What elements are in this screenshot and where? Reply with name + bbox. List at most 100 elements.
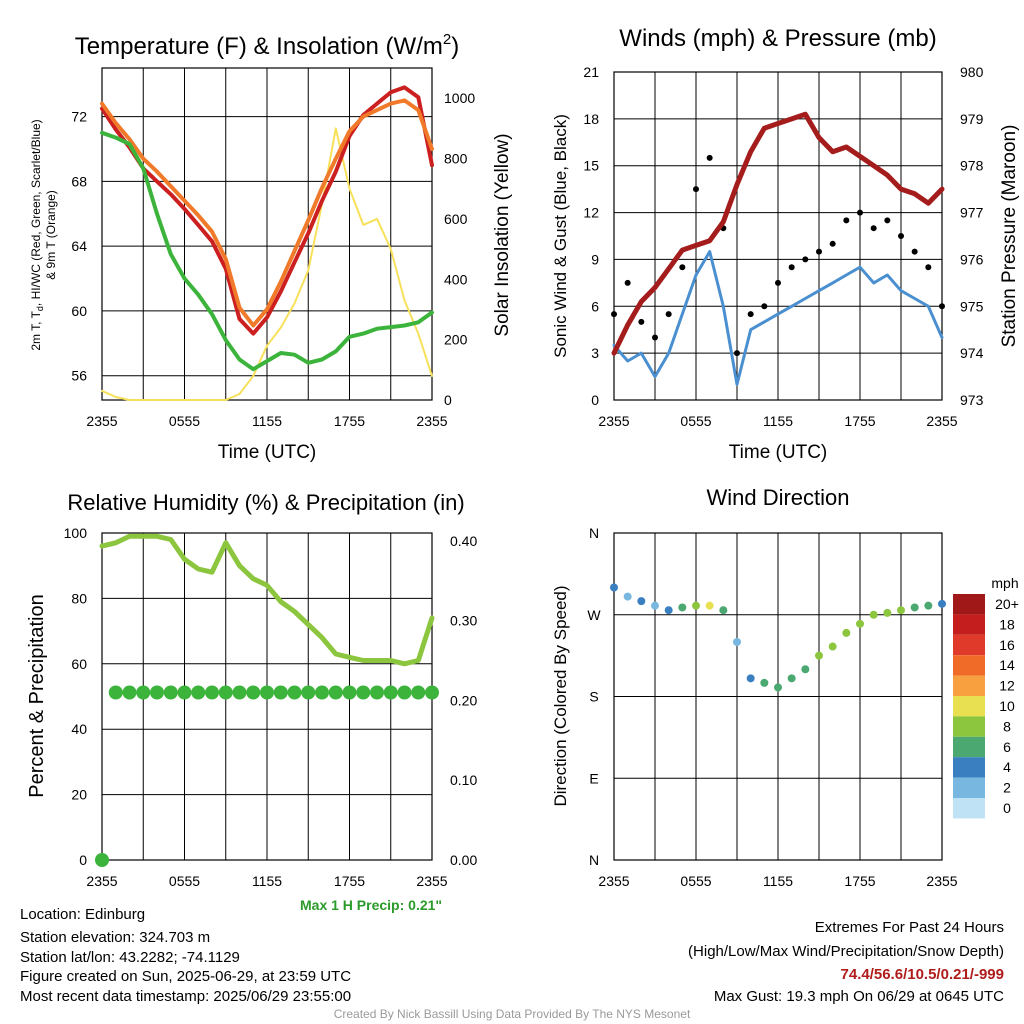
rh-x-tick-label: 1755	[334, 873, 365, 889]
precip-point	[191, 685, 206, 700]
rh-y-axis-label: Percent & Precipitation	[26, 594, 48, 797]
rh-x-tick-label: 1155	[252, 873, 282, 889]
gust-point	[734, 350, 740, 357]
temp_9m-series-line	[100, 98, 434, 328]
colorbar-label: 12	[999, 678, 1015, 694]
winds-chart-title: Winds (mph) & Pressure (mb)	[619, 25, 936, 52]
gust-point	[939, 303, 945, 310]
colorbar-swatch	[953, 736, 985, 758]
max-gust-text: Max Gust: 19.3 mph On 06/29 at 0645 UTC	[713, 988, 1004, 1005]
precip-point	[370, 685, 384, 700]
rh-y-tick-label: 0	[79, 852, 87, 868]
direction-x-tick-label: 1155	[763, 873, 793, 889]
direction-point	[924, 601, 933, 610]
gust-point	[775, 279, 781, 286]
precip-point	[425, 685, 439, 700]
gust-point	[843, 217, 850, 224]
colorbar-swatch	[953, 716, 985, 737]
gust-point	[761, 303, 768, 310]
precip-point	[150, 685, 164, 700]
direction-x-tick-label: 2355	[598, 873, 629, 889]
rh-x-tick-label: 2355	[86, 873, 117, 889]
temp-chart-title: Temperature (F) & Insolation (W/m2)	[75, 31, 459, 60]
temp-frame	[101, 67, 433, 401]
pressure-y-tick-label: 973	[960, 392, 984, 408]
temp-x-tick-label: 2355	[416, 413, 447, 429]
direction-y-axis-label: Direction (Colored By Speed)	[551, 585, 570, 806]
winds-x-axis-label: Time (UTC)	[729, 442, 828, 463]
precip-point	[411, 685, 426, 700]
gust-point	[611, 311, 617, 318]
rh-y-tick-label: 20	[71, 787, 87, 803]
colorbar-swatch	[953, 675, 985, 696]
temp_2m-series-line	[100, 85, 434, 336]
precip-y-tick-label: 0.40	[450, 533, 477, 549]
colorbar-swatch	[953, 614, 985, 635]
precip-y-tick-label: 0.20	[450, 692, 477, 708]
direction-y-tick-label: W	[587, 607, 601, 623]
wind-series-line	[612, 250, 944, 386]
rh-x-tick-label: 2355	[416, 873, 447, 889]
direction-point	[719, 606, 728, 615]
colorbar-swatch	[953, 798, 985, 819]
gust-point	[624, 279, 631, 286]
gust-point	[911, 248, 918, 255]
direction-point	[705, 601, 714, 610]
pressure-y-tick-label: 980	[960, 64, 984, 80]
colorbar-swatch	[953, 777, 985, 798]
colorbar-label: 16	[999, 637, 1015, 653]
direction-point	[883, 608, 892, 617]
colorbar-label: 8	[1003, 718, 1011, 734]
insolation-series-line	[101, 127, 433, 401]
direction-x-tick-label: 1755	[844, 873, 875, 889]
credit-text: Created By Nick Bassill Using Data Provi…	[333, 1007, 691, 1021]
colorbar-label: 6	[1003, 739, 1011, 755]
direction-x-tick-label: 0555	[680, 873, 711, 889]
temp-x-tick-label: 0555	[169, 413, 200, 429]
precip-point	[260, 685, 274, 700]
pressure-y-tick-label: 977	[960, 205, 984, 221]
dewpoint-series-line	[100, 130, 434, 372]
direction-y-tick-label: N	[589, 852, 599, 868]
precip-point	[287, 685, 302, 700]
insolation-y-tick-label: 600	[444, 211, 468, 227]
colorbar-swatch	[953, 655, 985, 676]
insolation-y-tick-label: 800	[444, 151, 468, 167]
gust-point	[638, 318, 645, 325]
temp-y-tick-label: 56	[71, 368, 87, 384]
pressure-series-line	[611, 111, 945, 356]
direction-y-tick-label: S	[589, 689, 598, 705]
precip-point	[95, 853, 109, 867]
winds-x-tick-label: 2355	[926, 413, 957, 429]
gust-point	[898, 233, 904, 239]
direction-point	[746, 674, 755, 683]
colorbar-label: 18	[999, 616, 1015, 632]
precip-y-tick-label: 0.00	[450, 852, 477, 868]
extremes-title: Extremes For Past 24 Hours	[814, 919, 1004, 936]
direction-point	[610, 583, 618, 592]
direction-point	[664, 606, 673, 615]
precip-point	[163, 685, 178, 700]
precip-point	[315, 685, 329, 700]
gust-point	[925, 264, 932, 271]
temp-y-tick-label: 68	[71, 173, 87, 189]
precip-point	[328, 685, 343, 700]
precip-point	[397, 685, 412, 700]
gust-point	[884, 217, 891, 224]
colorbar-label: 4	[1003, 759, 1011, 775]
colorbar-label: 2	[1003, 780, 1011, 796]
latlon-text: Station lat/lon: 43.2282; -74.1129	[20, 949, 240, 966]
direction-point	[842, 628, 851, 637]
extremes-legend: (High/Low/Max Wind/Precipitation/Snow De…	[688, 943, 1004, 960]
gust-point	[706, 154, 713, 161]
direction-point	[869, 610, 878, 619]
temp-x-tick-label: 1755	[334, 413, 365, 429]
direction-point	[815, 651, 823, 660]
pressure-y-tick-label: 976	[960, 251, 984, 267]
gust-point	[857, 209, 863, 216]
precip-y-tick-label: 0.30	[450, 613, 477, 629]
direction-point	[692, 601, 700, 610]
rh-y-tick-label: 80	[71, 590, 87, 606]
precip-point	[301, 685, 316, 700]
